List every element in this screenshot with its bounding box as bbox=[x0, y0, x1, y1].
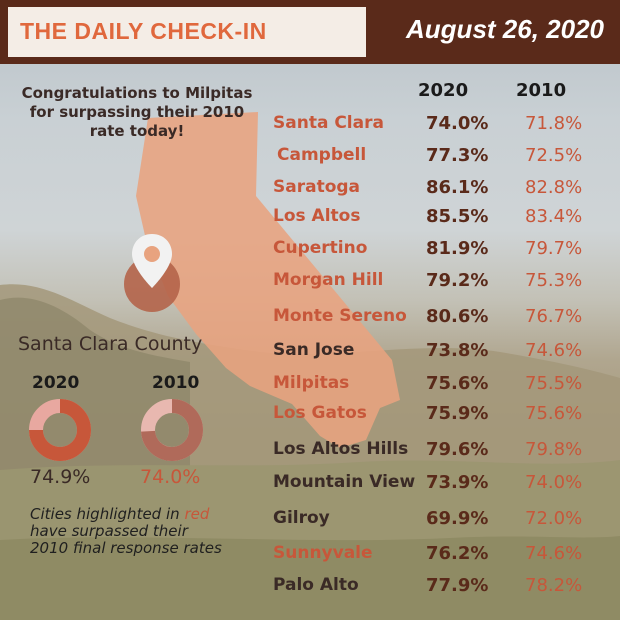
legend-note-red-word: red bbox=[184, 505, 210, 523]
header-date: August 26, 2020 bbox=[406, 14, 604, 44]
table-row: Los Gatos 75.9% 75.6% bbox=[0, 403, 620, 431]
value-2010: 75.6% bbox=[525, 403, 583, 424]
city-name: Cupertino bbox=[273, 238, 368, 258]
column-header-2020: 2020 bbox=[418, 80, 469, 101]
value-2010: 78.2% bbox=[525, 575, 583, 596]
city-name: Los Altos Hills bbox=[273, 439, 409, 459]
donut-2010-arc bbox=[141, 399, 203, 461]
value-2010: 74.0% bbox=[525, 472, 583, 493]
county-value-2010: 74.0% bbox=[140, 466, 201, 488]
value-2010: 72.0% bbox=[525, 508, 583, 529]
congrats-line: Congratulations to Milpitas bbox=[21, 84, 253, 102]
header-title: THE DAILY CHECK-IN bbox=[20, 18, 267, 44]
value-2010: 79.8% bbox=[525, 439, 583, 460]
value-2020: 75.9% bbox=[426, 403, 489, 424]
city-name: Los Gatos bbox=[273, 403, 367, 423]
city-name: Monte Sereno bbox=[273, 306, 407, 326]
donut-2020 bbox=[29, 399, 91, 461]
value-2020: 77.9% bbox=[426, 575, 489, 596]
table-row: San Jose 73.8% 74.6% bbox=[0, 340, 620, 368]
city-name: San Jose bbox=[273, 340, 355, 360]
city-name: Sunnyvale bbox=[273, 543, 373, 563]
city-name: Palo Alto bbox=[273, 575, 359, 595]
value-2010: 82.8% bbox=[525, 177, 583, 198]
value-2010: 74.6% bbox=[525, 340, 583, 361]
value-2010: 75.3% bbox=[525, 270, 583, 291]
donut-2020-arc bbox=[29, 399, 91, 461]
value-2010: 72.5% bbox=[525, 145, 583, 166]
header-title-box: THE DAILY CHECK-IN bbox=[8, 7, 366, 57]
table-row: Santa Clara 74.0% 71.8% bbox=[0, 113, 620, 141]
table-row: Los Altos 85.5% 83.4% bbox=[0, 206, 620, 234]
value-2020: 86.1% bbox=[426, 177, 489, 198]
table-row: Palo Alto 77.9% 78.2% bbox=[0, 575, 620, 603]
congrats-line: rate today! bbox=[89, 122, 185, 140]
value-2020: 81.9% bbox=[426, 238, 489, 259]
legend-note-before: Cities highlighted in bbox=[30, 505, 180, 523]
legend-note-after: have surpassed their 2010 final response… bbox=[30, 522, 222, 557]
value-2010: 83.4% bbox=[525, 206, 583, 227]
table-row: Los Altos Hills 79.6% 79.8% bbox=[0, 439, 620, 467]
table-row: Monte Sereno 80.6% 76.7% bbox=[0, 306, 620, 334]
value-2010: 74.6% bbox=[525, 543, 583, 564]
table-row: Milpitas 75.6% 75.5% bbox=[0, 373, 620, 401]
value-2020: 73.9% bbox=[426, 472, 489, 493]
value-2020: 77.3% bbox=[426, 145, 489, 166]
legend-note: Cities highlighted in red have surpassed… bbox=[30, 506, 230, 557]
value-2020: 85.5% bbox=[426, 206, 489, 227]
table-row: Saratoga 86.1% 82.8% bbox=[0, 177, 620, 205]
value-2020: 80.6% bbox=[426, 306, 489, 327]
city-name: Mountain View bbox=[273, 472, 416, 492]
value-2020: 76.2% bbox=[426, 543, 489, 564]
county-value-2020: 74.9% bbox=[30, 466, 91, 488]
value-2010: 76.7% bbox=[525, 306, 583, 327]
location-pin-icon bbox=[124, 234, 180, 312]
table-row: Mountain View 73.9% 74.0% bbox=[0, 472, 620, 500]
congrats-line: for surpassing their 2010 bbox=[29, 103, 245, 121]
county-title: Santa Clara County bbox=[18, 333, 203, 355]
table-row: Sunnyvale 76.2% 74.6% bbox=[0, 543, 620, 571]
value-2020: 73.8% bbox=[426, 340, 489, 361]
table-row: Gilroy 69.9% 72.0% bbox=[0, 508, 620, 536]
value-2020: 75.6% bbox=[426, 373, 489, 394]
value-2010: 79.7% bbox=[525, 238, 583, 259]
value-2020: 79.6% bbox=[426, 439, 489, 460]
value-2010: 71.8% bbox=[525, 113, 583, 134]
donut-2010 bbox=[141, 399, 203, 461]
city-name: Saratoga bbox=[273, 177, 361, 197]
value-2020: 79.2% bbox=[426, 270, 489, 291]
congrats-message: Congratulations to Milpitas for surpassi… bbox=[12, 84, 262, 141]
city-name: Los Altos bbox=[273, 206, 361, 226]
county-label-2020: 2020 bbox=[32, 373, 80, 393]
table-row: Cupertino 81.9% 79.7% bbox=[0, 238, 620, 266]
value-2020: 69.9% bbox=[426, 508, 489, 529]
column-header-2010: 2010 bbox=[516, 80, 567, 101]
city-name: Gilroy bbox=[273, 508, 330, 528]
county-label-2010: 2010 bbox=[152, 373, 200, 393]
city-name: Morgan Hill bbox=[273, 270, 384, 290]
city-name: Milpitas bbox=[273, 373, 350, 393]
value-2010: 75.5% bbox=[525, 373, 583, 394]
header-banner: THE DAILY CHECK-IN August 26, 2020 bbox=[0, 0, 620, 64]
city-name: Santa Clara bbox=[273, 113, 384, 133]
city-name: Campbell bbox=[277, 145, 367, 165]
value-2020: 74.0% bbox=[426, 113, 489, 134]
table-row: Morgan Hill 79.2% 75.3% bbox=[0, 270, 620, 298]
table-row: Campbell 77.3% 72.5% bbox=[0, 145, 620, 173]
